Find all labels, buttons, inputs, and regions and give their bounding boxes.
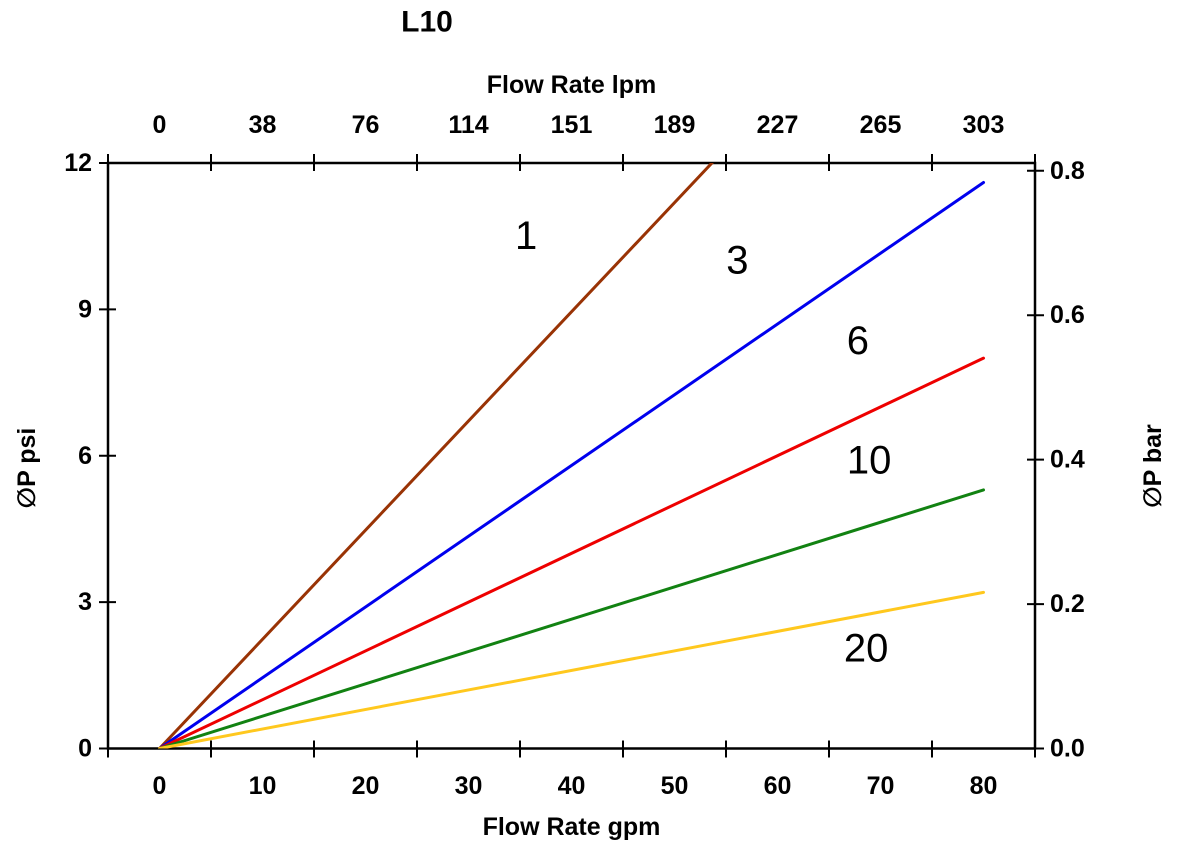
top-axis-tick-label: 303 — [963, 111, 1005, 139]
top-axis-tick-label: 38 — [249, 111, 277, 139]
left-axis-tick-label: 3 — [78, 588, 92, 616]
bottom-axis-tick-label: 30 — [455, 772, 483, 800]
bottom-axis-tick-label: 70 — [867, 772, 895, 800]
series-line-10 — [158, 488, 985, 749]
bottom-axis-tick-label: 80 — [970, 772, 998, 800]
left-axis-tick-label: 12 — [64, 149, 92, 177]
bottom-axis-tick-label: 10 — [249, 772, 277, 800]
right-axis-tick-label: 0.4 — [1050, 446, 1085, 474]
bottom-axis-tick-label: 0 — [153, 772, 167, 800]
top-axis-tick-label: 76 — [352, 111, 380, 139]
series-label-1: 1 — [515, 214, 537, 258]
bottom-axis-tick-label: 40 — [558, 772, 586, 800]
series-line-6 — [158, 356, 985, 749]
top-axis-tick-label: 151 — [551, 111, 593, 139]
series-line-3 — [158, 181, 985, 749]
right-axis-title: ∅P bar — [1139, 424, 1167, 508]
series-lines-group — [158, 163, 985, 749]
bottom-axis-tick-label: 60 — [764, 772, 792, 800]
top-axis-tick-label: 114 — [448, 111, 488, 139]
right-axis-tick-label: 0.6 — [1050, 301, 1085, 329]
series-label-6: 6 — [847, 319, 869, 363]
bottom-axis-title: Flow Rate gpm — [483, 813, 661, 841]
right-axis-tick-label: 0.8 — [1050, 157, 1085, 185]
left-axis-tick-label: 9 — [78, 295, 92, 323]
top-axis-tick-label: 265 — [860, 111, 902, 139]
top-axis-tick-label: 189 — [654, 111, 696, 139]
top-axis-tick-label: 0 — [153, 111, 167, 139]
series-label-3: 3 — [726, 239, 748, 283]
top-axis-title: Flow Rate lpm — [487, 71, 656, 99]
plot-frame — [106, 161, 1037, 750]
right-axis-tick-label: 0.0 — [1050, 735, 1085, 763]
bottom-axis-tick-label: 50 — [661, 772, 689, 800]
left-axis-tick-label: 0 — [78, 735, 92, 763]
series-label-10: 10 — [847, 439, 892, 483]
series-line-1 — [158, 163, 714, 749]
left-axis-tick-label: 6 — [78, 442, 92, 470]
bottom-axis-tick-label: 20 — [352, 772, 380, 800]
series-line-20 — [158, 590, 985, 749]
left-axis-title: ∅P psi — [13, 428, 41, 509]
right-axis-tick-label: 0.2 — [1050, 590, 1085, 618]
top-axis-tick-label: 227 — [757, 111, 799, 139]
series-label-20: 20 — [844, 626, 889, 670]
chart-title: L10 — [401, 6, 453, 39]
